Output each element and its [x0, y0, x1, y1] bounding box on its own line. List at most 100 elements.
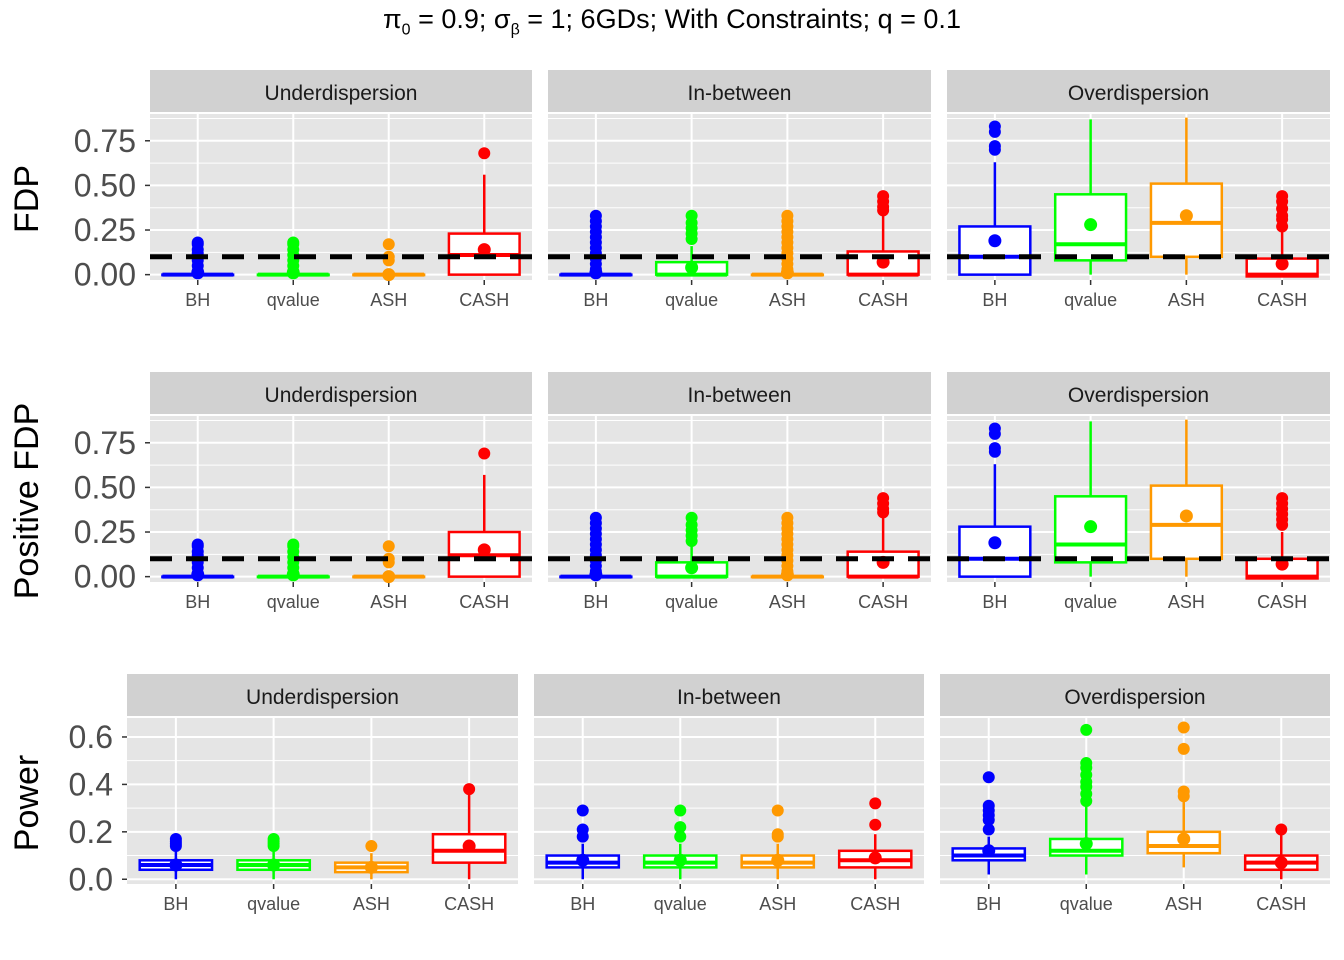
y-tick-label: 0.2 [69, 814, 113, 850]
mean-point [685, 261, 699, 275]
outlier-point [1276, 492, 1289, 505]
facet-strip-label: Overdispersion [1064, 686, 1205, 709]
mean-point [589, 266, 603, 280]
facet-strip-label: In-between [677, 686, 781, 709]
outlier-point [988, 442, 1001, 455]
facet-strip-label: In-between [688, 384, 792, 407]
box-iqr [958, 225, 1032, 276]
x-tick-label: ASH [1165, 894, 1202, 914]
box-ash [333, 840, 409, 880]
y-tick-label: 0.4 [69, 766, 113, 802]
box-cash [846, 190, 920, 277]
mean-point [267, 858, 281, 872]
mean-point [462, 839, 476, 853]
x-tick-label: CASH [858, 290, 908, 310]
mean-point [169, 858, 183, 872]
outlier-point [576, 804, 589, 817]
facet-panel: In-between BH qvalue ASH CASH [548, 372, 931, 612]
facet-panel: Overdispersion BH qvalue ASH CASH [947, 372, 1330, 612]
outlier-point [674, 804, 687, 817]
outlier-point [589, 511, 602, 524]
facet-strip [940, 674, 1330, 716]
outlier-point [877, 190, 890, 203]
facet-panel: Underdispersion BH qvalue ASH CASH [150, 372, 532, 612]
box-cash [846, 492, 920, 579]
facet-panel: Underdispersion BH qvalue ASH CASH [150, 70, 532, 310]
y-tick-label: 0.75 [74, 123, 136, 159]
x-tick-label: qvalue [1064, 290, 1117, 310]
y-axis-title: Positive FDP [8, 403, 46, 600]
y-tick-label: 0.00 [74, 559, 136, 595]
x-tick-label: BH [570, 894, 595, 914]
mean-point [1179, 509, 1193, 523]
outlier-point [674, 830, 687, 843]
box-cash [837, 797, 913, 880]
box-ash [750, 209, 825, 280]
mean-point [982, 844, 996, 858]
outlier-point [478, 447, 491, 460]
outlier-point [191, 236, 204, 249]
x-tick-label: BH [976, 894, 1001, 914]
x-tick-label: CASH [858, 592, 908, 612]
outlier-point [781, 209, 794, 222]
outlier-point [478, 147, 491, 160]
outlier-point [576, 823, 589, 836]
mean-point [780, 568, 794, 582]
box-cash [431, 783, 507, 880]
facet-strip [534, 674, 924, 716]
facet-strip [947, 372, 1330, 414]
x-tick-label: ASH [1168, 592, 1205, 612]
box-ash [1149, 117, 1224, 275]
y-tick-label: 0.25 [74, 514, 136, 550]
mean-point [286, 568, 300, 582]
outlier-point [988, 140, 1001, 153]
outlier-point [877, 492, 890, 505]
outlier-point [982, 771, 995, 784]
mean-point [988, 234, 1002, 248]
x-tick-label: ASH [769, 290, 806, 310]
x-tick-label: BH [583, 290, 608, 310]
y-tick-label: 0.25 [74, 212, 136, 248]
x-tick-label: CASH [459, 592, 509, 612]
mean-point [1274, 856, 1288, 870]
x-tick-label: CASH [850, 894, 900, 914]
box-qvalue [1053, 421, 1128, 577]
title-pi-value: = 0.9; [410, 4, 494, 34]
box-qvalue [654, 511, 729, 579]
box-iqr [958, 525, 1032, 578]
outlier-point [869, 818, 882, 831]
box-cash [1245, 190, 1319, 278]
facet-strip-label: Overdispersion [1068, 82, 1209, 105]
mean-point [1177, 832, 1191, 846]
y-axis-title: Power [8, 755, 46, 851]
mean-point [780, 266, 794, 280]
facet-strip-label: Underdispersion [265, 384, 418, 407]
x-tick-label: qvalue [654, 894, 707, 914]
facet-strip [127, 674, 518, 716]
outlier-point [191, 538, 204, 551]
outlier-point [1276, 190, 1289, 203]
box-qvalue [642, 804, 718, 880]
y-tick-label: 0.6 [69, 719, 113, 755]
facet-panel: Underdispersion BH qvalue ASH CASH [127, 674, 518, 914]
y-tick-label: 0.50 [74, 469, 136, 505]
outlier-point [869, 797, 882, 810]
facet-strip-label: Underdispersion [246, 686, 399, 709]
y-axis-title: FDP [8, 165, 46, 233]
box-bh [958, 120, 1032, 276]
box-bh [559, 209, 633, 280]
x-tick-label: qvalue [247, 894, 300, 914]
mean-point [673, 853, 687, 867]
outlier-point [771, 828, 784, 841]
outlier-point [781, 511, 794, 524]
x-tick-label: ASH [353, 894, 390, 914]
x-tick-label: CASH [444, 894, 494, 914]
mean-point [868, 851, 882, 865]
x-tick-label: BH [982, 592, 1007, 612]
title-rest: = 1; 6GDs; With Constraints; q = 0.1 [519, 4, 961, 34]
x-tick-label: qvalue [267, 290, 320, 310]
x-tick-label: BH [185, 592, 210, 612]
facet-panel: In-between BH qvalue ASH CASH [534, 674, 924, 914]
x-tick-label: CASH [1257, 592, 1307, 612]
mean-point [1084, 520, 1098, 534]
